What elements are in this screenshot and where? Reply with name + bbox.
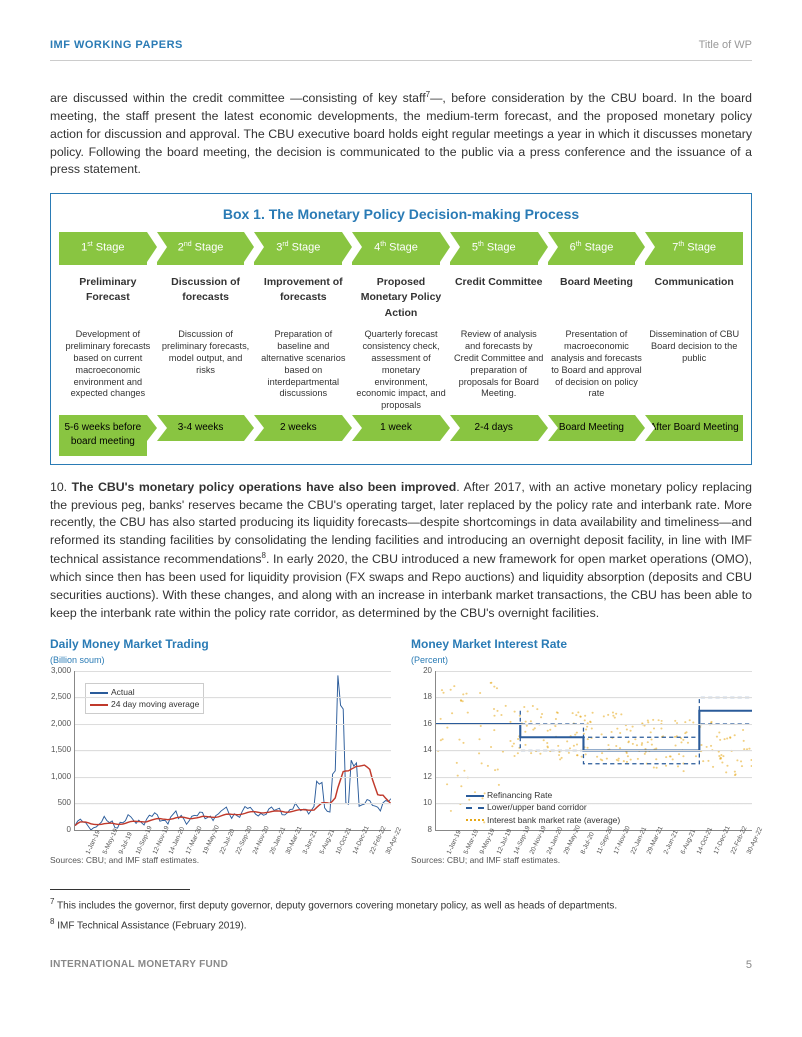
stage-chevron: 5th Stage — [450, 232, 538, 265]
stage-times: 5-6 weeks before board meeting 3-4 weeks 2… — [59, 415, 743, 456]
chart1-title: Daily Money Market Trading — [50, 636, 391, 653]
chart1-src: Sources: CBU; and IMF staff estimates. — [50, 854, 391, 866]
chart-2: Money Market Interest Rate (Percent) Ref… — [411, 636, 752, 866]
chart1-xticks: 1-Jan-195-May-199-Jul-1910-Sep-1912-Nov-… — [74, 831, 391, 840]
stage-descs: Development of preliminary forecasts bas… — [59, 327, 743, 415]
box-1: Box 1. The Monetary Policy Decision-maki… — [50, 193, 752, 465]
stage-desc: Development of preliminary forecasts bas… — [59, 327, 157, 415]
chart2-src: Sources: CBU; and IMF staff estimates. — [411, 854, 752, 866]
footnotes: 7 This includes the governor, first depu… — [50, 896, 752, 935]
stage-chevron-row: 1st Stage 2nd Stage 3rd Stage 4th Stage 5th … — [59, 232, 743, 265]
stage-time: 5-6 weeks before board meeting — [59, 415, 147, 456]
stage-heads: Preliminary ForecastDiscussion of foreca… — [59, 265, 743, 327]
header-right: Title of WP — [699, 38, 752, 54]
stage-desc: Presentation of macroeconomic analysis a… — [548, 327, 646, 415]
stage-time: 3-4 weeks — [157, 415, 245, 442]
header-left: IMF WORKING PAPERS — [50, 38, 183, 54]
chart2-xticks: 1-Jan-195-Mar-199-May-1912-Jul-1914-Sep-… — [435, 831, 752, 840]
stage-head: Discussion of forecasts — [157, 265, 255, 313]
stage-head: Board Meeting — [548, 265, 646, 313]
stage-time: 2-4 days — [450, 415, 538, 442]
stage-chevron: 1st Stage — [59, 232, 147, 265]
footnote: 8 IMF Technical Assistance (February 201… — [50, 916, 752, 934]
stage-head: Preliminary Forecast — [59, 265, 157, 313]
chart2-title: Money Market Interest Rate — [411, 636, 752, 653]
stage-chevron: 7th Stage — [645, 232, 743, 265]
stage-desc: Preparation of baseline and alternative … — [254, 327, 352, 415]
chart1-plot: Actual24 day moving average 05001,0001,5… — [74, 671, 391, 831]
stage-desc: Discussion of preliminary forecasts, mod… — [157, 327, 255, 415]
chart2-sub: (Percent) — [411, 654, 752, 667]
paragraph-1: are discussed within the credit committe… — [50, 89, 752, 179]
chart-1: Daily Money Market Trading (Billion soum… — [50, 636, 391, 866]
paragraph-2: 10. The CBU's monetary policy operations… — [50, 479, 752, 623]
stage-chevron: 4th Stage — [352, 232, 440, 265]
stage-chevron: 6th Stage — [548, 232, 636, 265]
stage-chevron: 3rd Stage — [254, 232, 342, 265]
stage-desc: Review of analysis and forecasts by Cred… — [450, 327, 548, 415]
charts-row: Daily Money Market Trading (Billion soum… — [50, 636, 752, 866]
footnote-rule — [50, 889, 190, 890]
stage-time: 1 week — [352, 415, 440, 442]
stage-head: Proposed Monetary Policy Action — [352, 265, 450, 327]
footer-left: INTERNATIONAL MONETARY FUND — [50, 958, 228, 974]
chart2-plot: Refinancing RateLower/upper band corrido… — [435, 671, 752, 831]
stage-head: Improvement of forecasts — [254, 265, 352, 313]
footer-right: 5 — [746, 958, 752, 974]
stage-time: Board Meeting — [548, 415, 636, 442]
chart2-legend: Refinancing RateLower/upper band corrido… — [466, 789, 620, 826]
box-title: Box 1. The Monetary Policy Decision-maki… — [59, 204, 743, 224]
stage-head: Communication — [645, 265, 743, 313]
stage-desc: Dissemination of CBU Board decision to t… — [645, 327, 743, 415]
chart1-sub: (Billion soum) — [50, 654, 391, 667]
stage-time: After Board Meeting — [645, 415, 743, 442]
page-header: IMF WORKING PAPERS Title of WP — [50, 38, 752, 61]
stage-head: Credit Committee — [450, 265, 548, 313]
stage-chevron: 2nd Stage — [157, 232, 245, 265]
page-footer: INTERNATIONAL MONETARY FUND 5 — [50, 952, 752, 974]
stage-time: 2 weeks — [254, 415, 342, 442]
stage-desc: Quarterly forecast consistency check, as… — [352, 327, 450, 415]
footnote: 7 This includes the governor, first depu… — [50, 896, 752, 914]
